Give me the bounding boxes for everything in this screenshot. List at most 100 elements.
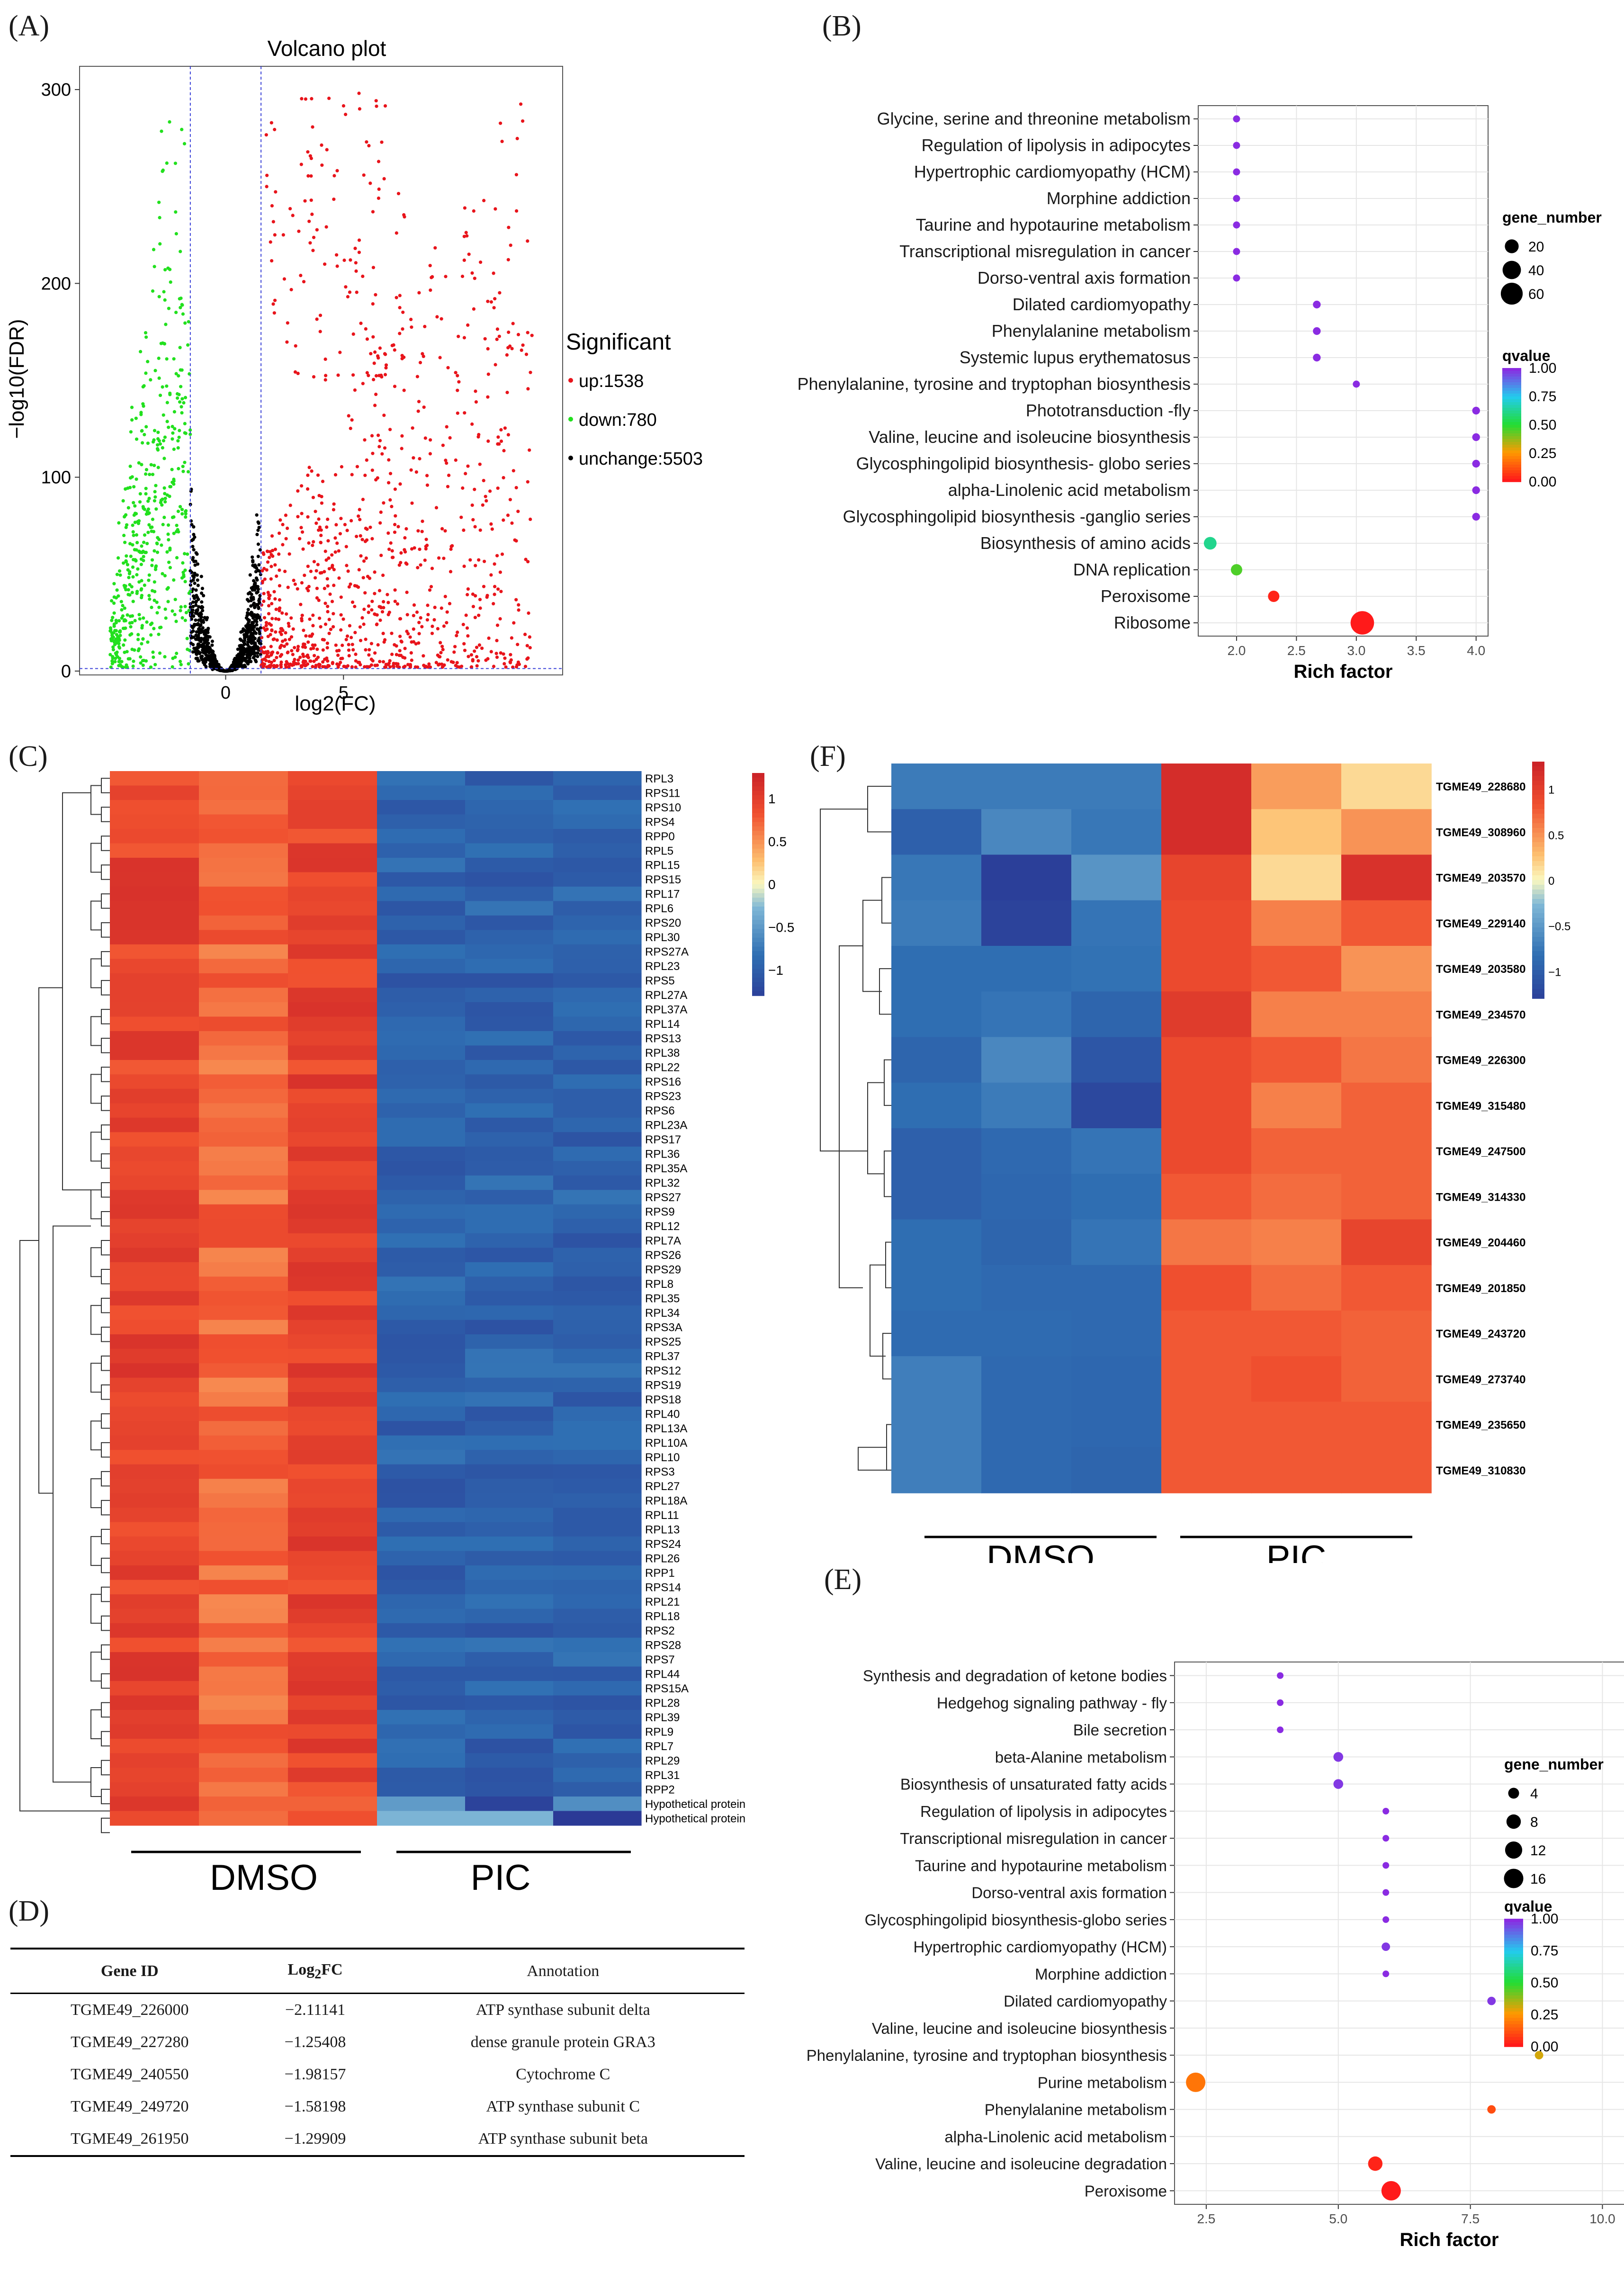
volcano-point [151,289,155,293]
heatmap-cell [199,1652,288,1667]
volcano-point [382,177,386,180]
volcano-point [336,653,340,657]
volcano-point [388,665,392,669]
volcano-point [291,627,295,631]
cell-gene: TGME49_227280 [71,2033,189,2051]
volcano-point [175,651,179,656]
volcano-point [278,630,282,634]
volcano-point [393,385,397,388]
volcano-point [274,607,278,611]
volcano-point [461,486,465,490]
row-label: RPS7 [645,1653,675,1666]
volcano-point [443,529,447,533]
volcano-point [496,435,500,439]
volcano-point [265,549,269,553]
volcano-point [344,285,348,289]
table-row: TGME49_226000 −2.11141 ATP synthase subuni… [10,1993,745,2026]
row-label: TGME49_308960 [1436,826,1525,839]
heatmap-cell [377,1551,466,1566]
volcano-point [157,356,161,360]
heatmap-cell [199,1753,288,1768]
heatmap-cell [199,1435,288,1450]
volcano-legend-title: Significant [566,330,671,355]
volcano-point [309,174,313,178]
volcano-point [397,654,401,657]
scale-tick-label: 0 [1548,875,1554,888]
heatmap-cell [110,1219,199,1234]
volcano-point [201,661,205,665]
heatmap-cell [1161,1311,1252,1357]
volcano-point [363,665,367,669]
qvalue-bar-segment [1502,445,1521,448]
volcano-point [379,510,383,514]
volcano-point [423,436,427,440]
volcano-point [357,514,360,518]
volcano-point [266,651,270,655]
heatmap-cell [110,1623,199,1638]
volcano-point [259,626,262,630]
volcano-point [341,104,346,108]
volcano-points [108,91,534,673]
volcano-point [179,663,183,666]
qvalue-bar-segment [1504,1970,1523,1974]
scale-segment [752,848,764,854]
volcano-point [165,384,169,388]
volcano-point [373,350,377,354]
volcano-point [365,140,368,144]
volcano-point [507,330,511,334]
row-label: RPL28 [645,1697,680,1709]
volcano-point [256,555,260,558]
term-label: DNA replication [1073,560,1191,579]
size-legend-label: 16 [1530,1871,1546,1887]
heatmap-cell [465,1652,554,1667]
volcano-point [464,231,468,234]
qvalue-bar-segment [1502,408,1521,411]
volcano-point [386,531,390,535]
size-legend-dot [1505,239,1519,253]
volcano-point [525,657,529,661]
volcano-point [323,657,327,661]
volcano-point [456,411,459,415]
volcano-point [153,663,157,666]
heatmap-cell [377,1348,466,1364]
heatmap-cell [553,1710,642,1725]
volcano-point [414,642,418,646]
heatmap-cell [110,843,199,858]
heatmap-cell [465,1045,554,1060]
volcano-point [357,568,361,572]
volcano-point [140,544,144,548]
volcano-point [236,647,240,651]
scale-segment [752,937,764,943]
heatmap-cell [891,900,982,946]
x-tick-label: 0 [221,683,231,703]
heatmap-cell [465,1493,554,1508]
heatmap-cell [465,1435,554,1450]
scale-segment [752,987,764,992]
qvalue-bar-segment [1504,1919,1523,1923]
scale-segment [752,871,764,876]
dendrogram-branch [839,945,863,1288]
scale-segment [1532,804,1544,809]
volcano-point [159,625,163,629]
row-label: RPL34 [645,1307,680,1320]
row-label: RPL36 [645,1148,680,1161]
volcano-point [420,625,424,629]
row-label: RPL17 [645,888,680,901]
volcano-point [475,664,479,668]
volcano-point [246,662,250,666]
volcano-point [122,533,126,538]
row-label: RPP1 [645,1567,675,1580]
volcano-point [347,643,350,647]
volcano-point [135,477,138,481]
volcano-point [122,643,126,647]
volcano-point [150,621,154,625]
row-label: RPL44 [645,1668,680,1680]
volcano-point [247,648,251,652]
volcano-point [269,121,273,125]
volcano-point [474,594,477,598]
heatmap-cell [1341,1082,1432,1129]
volcano-point [203,629,206,633]
scale-segment [752,911,764,916]
heatmap-cell [553,1811,642,1826]
heatmap-cell [553,800,642,815]
